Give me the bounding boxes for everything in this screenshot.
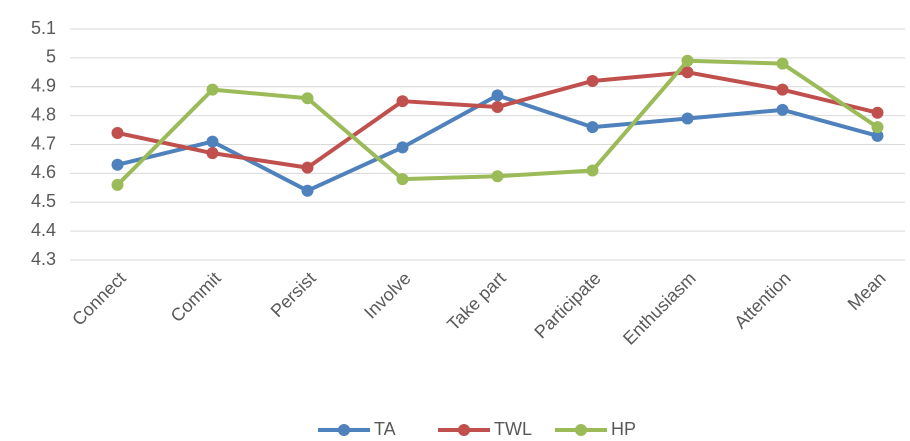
x-tick-label: Involve (360, 268, 414, 322)
data-point (111, 126, 124, 139)
data-point (396, 95, 409, 108)
data-point (871, 121, 884, 134)
data-point (586, 164, 599, 177)
y-tick-label: 4.7 (31, 133, 56, 153)
y-tick-label: 5.1 (31, 18, 56, 38)
x-tick-label: Connect (68, 268, 130, 330)
data-point (776, 83, 789, 96)
legend-label: TA (374, 419, 396, 439)
legend-label: HP (611, 419, 636, 439)
data-point (206, 135, 219, 148)
x-tick-label: Persist (267, 268, 320, 321)
y-tick-label: 4.4 (31, 220, 56, 240)
legend-marker (458, 424, 470, 436)
y-tick-label: 5 (46, 47, 56, 67)
data-point (111, 178, 124, 191)
data-point (681, 112, 694, 125)
data-point (776, 103, 789, 116)
x-tick-label: Attention (730, 268, 794, 332)
legend-marker (575, 424, 587, 436)
data-point (681, 54, 694, 67)
data-point (301, 92, 314, 105)
data-point (301, 161, 314, 174)
y-tick-label: 4.5 (31, 191, 56, 211)
x-tick-label: Commit (167, 268, 225, 326)
legend-label: TWL (494, 419, 532, 439)
data-point (586, 74, 599, 87)
data-point (776, 57, 789, 70)
x-tick-label: Mean (844, 268, 890, 314)
data-point (206, 147, 219, 160)
x-tick-label: Enthusiasm (619, 268, 700, 349)
y-tick-label: 4.9 (31, 76, 56, 96)
y-tick-label: 4.3 (31, 249, 56, 269)
data-point (491, 89, 504, 102)
data-point (681, 66, 694, 79)
x-tick-label: Participate (530, 268, 604, 342)
data-point (301, 184, 314, 197)
data-point (396, 173, 409, 186)
x-tick-label: Take part (443, 268, 510, 335)
data-point (871, 129, 884, 142)
data-point (871, 106, 884, 119)
data-point (396, 141, 409, 154)
y-tick-label: 4.8 (31, 104, 56, 124)
legend-marker (338, 424, 350, 436)
data-point (111, 158, 124, 171)
data-point (586, 121, 599, 134)
data-point (491, 170, 504, 183)
data-point (491, 100, 504, 113)
y-tick-label: 4.6 (31, 162, 56, 182)
series-line (115, 58, 880, 187)
data-point (206, 83, 219, 96)
